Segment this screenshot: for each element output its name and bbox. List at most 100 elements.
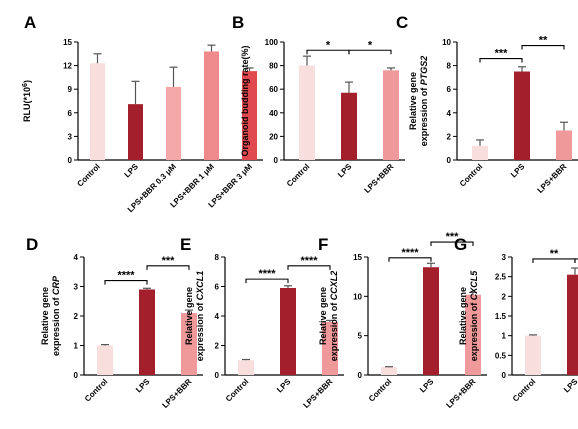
- bar: [299, 65, 315, 160]
- bar: [128, 104, 143, 160]
- panel-label: G: [454, 235, 467, 254]
- category-label: Control: [75, 162, 101, 188]
- bar: [139, 289, 155, 375]
- panel-label: E: [180, 235, 191, 254]
- panel-label: C: [396, 13, 408, 32]
- significance-label: ****: [258, 268, 276, 280]
- bar: [567, 274, 578, 375]
- y-axis-label: Relative geneexpression of PTGS2: [408, 56, 429, 147]
- y-axis-label: Relative geneexpression of CXCL5: [458, 270, 479, 362]
- category-label: LPS+BBR: [535, 162, 568, 195]
- y-tick-label: 0: [447, 156, 452, 165]
- significance-label: ****: [117, 270, 135, 282]
- y-axis-label-text: expression of: [469, 300, 479, 361]
- y-tick-label: 8: [215, 253, 220, 262]
- bar: [204, 51, 219, 160]
- y-tick-label: 2: [215, 342, 220, 351]
- y-tick-label: 3: [74, 283, 79, 292]
- bar: [280, 287, 296, 375]
- y-axis-label-text: expression of: [419, 85, 429, 146]
- panel-label: B: [232, 13, 244, 32]
- category-label: LPS: [562, 377, 578, 395]
- significance-bracket: [388, 257, 432, 262]
- y-tick-label: 12: [63, 62, 72, 71]
- y-tick-label: 4: [74, 253, 79, 262]
- category-label: LPS+BBR: [301, 377, 334, 410]
- y-axis-label-line: Relative gene: [408, 72, 418, 130]
- y-axis-label-text: expression of: [329, 300, 339, 361]
- significance-label: **: [550, 248, 559, 260]
- y-tick-label: 6: [68, 109, 73, 118]
- bar: [472, 145, 488, 160]
- significance-label: *: [368, 39, 373, 51]
- y-tick-label: 20: [269, 132, 278, 141]
- y-tick-label: 3: [502, 253, 507, 262]
- significance-bracket: [146, 265, 190, 270]
- y-axis-label: Relative geneexpression of CRP: [40, 275, 61, 356]
- y-axis-label-line: expression of CCXL2: [329, 271, 339, 362]
- y-axis-label-line: Relative gene: [458, 287, 468, 345]
- y-axis-label-line: Relative gene: [40, 287, 50, 345]
- y-axis-label-line: expression of CXCL5: [469, 270, 479, 362]
- significance-bracket: [521, 44, 565, 50]
- significance-label: ****: [300, 255, 318, 267]
- y-tick-label: 15: [63, 38, 72, 47]
- y-axis-label-line: expression of CXCL1: [195, 271, 205, 362]
- y-axis-gene-name: CRP: [51, 275, 61, 295]
- y-tick-label: 6: [215, 283, 220, 292]
- category-label: LPS: [134, 377, 152, 395]
- category-label: LPS: [123, 162, 141, 180]
- y-axis-label-text: expression of: [195, 300, 205, 361]
- y-tick-label: 40: [269, 109, 278, 118]
- significance-bracket: [574, 258, 578, 263]
- y-axis-label-text: RLU(*10: [22, 87, 32, 122]
- category-label: Control: [458, 162, 484, 188]
- significance-label: ***: [446, 231, 460, 243]
- y-tick-label: 10: [442, 38, 451, 47]
- y-axis-label: Relative geneexpression of CXCL1: [184, 271, 205, 362]
- chart-panel-b: B 0 20 40 60 80 100 Organoid budding rate(%) Con…: [232, 13, 405, 195]
- y-tick-label: 80: [269, 62, 278, 71]
- y-tick-label: 1: [502, 332, 507, 341]
- y-axis-label: RLU(*106): [22, 80, 33, 122]
- category-label: LPS+BBR: [160, 377, 193, 410]
- y-tick-label: 0: [68, 156, 73, 165]
- y-tick-label: 2: [74, 312, 79, 321]
- category-label: Control: [285, 162, 311, 188]
- y-axis-label: Relative geneexpression of CCXL2: [318, 271, 339, 362]
- bar: [383, 70, 399, 160]
- panel-label: A: [24, 13, 36, 32]
- category-label: LPS: [275, 377, 293, 395]
- significance-bracket: [479, 57, 523, 63]
- y-axis-gene-name: CCXL2: [329, 271, 339, 301]
- category-label: LPS: [336, 162, 354, 180]
- y-tick-label: 1: [74, 342, 79, 351]
- y-tick-label: 5: [358, 332, 363, 341]
- bar: [514, 71, 530, 160]
- significance-bracket: [245, 278, 289, 284]
- bar: [166, 86, 181, 160]
- y-tick-label: 0: [502, 371, 507, 380]
- significance-label: ***: [495, 48, 509, 60]
- category-label: LPS: [509, 162, 527, 180]
- significance-bracket: [430, 241, 474, 247]
- bar: [465, 294, 481, 375]
- category-label: LPS+BBR: [444, 377, 477, 410]
- y-axis-gene-name: CXCL5: [469, 270, 479, 300]
- panel-label: F: [318, 235, 328, 254]
- y-tick-label: 0.5: [495, 351, 507, 360]
- category-label: Control: [83, 377, 109, 403]
- y-tick-label: 2: [502, 292, 507, 301]
- y-tick-label: 8: [447, 62, 452, 71]
- significance-bracket: [287, 265, 331, 270]
- y-axis-label-exponent: 6: [22, 83, 29, 87]
- y-tick-label: 4: [447, 109, 452, 118]
- significance-bracket: [104, 280, 148, 285]
- bar: [97, 345, 113, 375]
- y-axis-label-line: expression of CRP: [51, 275, 61, 356]
- bar: [181, 313, 197, 375]
- y-tick-label: 4: [215, 312, 220, 321]
